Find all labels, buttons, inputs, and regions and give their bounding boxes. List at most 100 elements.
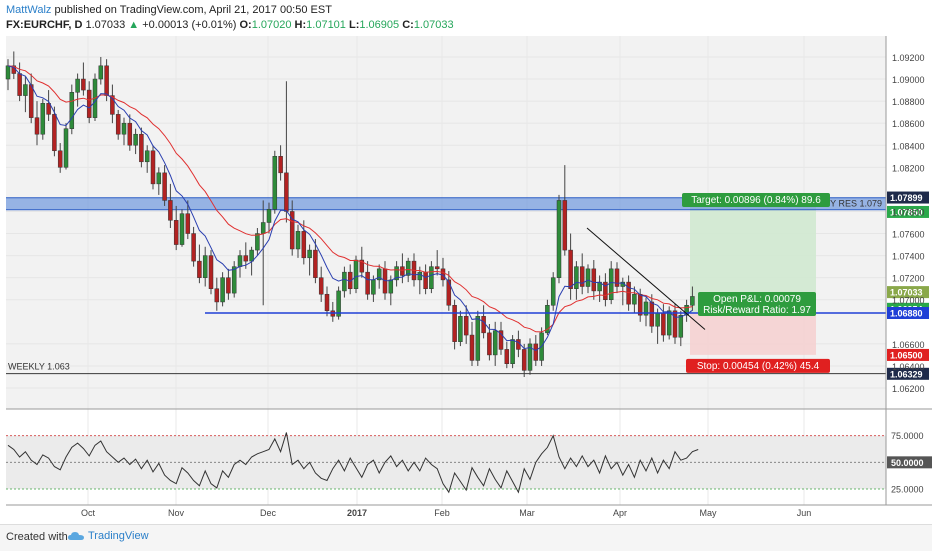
candle-up bbox=[75, 78, 80, 93]
pnl-label-text: Risk/Reward Ratio: 1.97 bbox=[703, 305, 811, 316]
candle-up bbox=[144, 150, 150, 163]
candle-up bbox=[376, 268, 382, 281]
candle-down bbox=[197, 260, 202, 278]
moving-averages bbox=[7, 65, 693, 351]
rsi-line bbox=[7, 432, 699, 494]
candle-down bbox=[110, 95, 115, 115]
price-badge-text: 1.07899 bbox=[890, 193, 923, 203]
candle-down bbox=[127, 122, 133, 146]
price-badge-text: 1.07033 bbox=[890, 288, 923, 298]
candle-up bbox=[5, 65, 11, 80]
low-label: L: bbox=[348, 19, 360, 31]
price-tick-label: 1.08800 bbox=[892, 97, 925, 107]
candle-down bbox=[226, 277, 231, 294]
candle-down bbox=[469, 334, 475, 361]
candle-down bbox=[191, 233, 196, 262]
time-tick-label: Feb bbox=[434, 508, 450, 518]
candle-up bbox=[690, 296, 695, 306]
open-value: 1.07020 bbox=[251, 19, 292, 31]
price-tick-label: 1.09200 bbox=[892, 53, 925, 63]
candle-down bbox=[52, 114, 57, 152]
weekly-resistance-band bbox=[6, 197, 886, 210]
candle-down bbox=[301, 231, 307, 259]
rsi-tick-label: 50.0000 bbox=[891, 458, 924, 468]
candle-up bbox=[643, 301, 649, 316]
pnl-label-text: Open P&L: 0.00079 bbox=[713, 294, 801, 305]
candle-up bbox=[574, 266, 579, 289]
candle-down bbox=[28, 84, 34, 118]
candle-down bbox=[150, 150, 156, 185]
price-tick-label: 1.06600 bbox=[892, 340, 925, 350]
ma-slow-line bbox=[7, 65, 693, 333]
candle-down bbox=[185, 213, 191, 234]
candle-down bbox=[365, 271, 370, 295]
rsi-indicator: 75.0000 50.0000 25.0000 bbox=[6, 431, 932, 495]
price-chart[interactable]: Y RES 1.079 WEEKLY 1.063 Target: 0.00896 (… bbox=[0, 0, 932, 524]
candle-down bbox=[104, 65, 109, 96]
price-badge bbox=[887, 306, 929, 319]
candle-up bbox=[266, 209, 272, 223]
price-badge-text: 1.06329 bbox=[890, 369, 923, 379]
candle-up bbox=[475, 316, 481, 361]
tradingview-brand: TradingView bbox=[88, 530, 149, 542]
symbol-legend: FX:EURCHF, D 1.07033 ▲ +0.00013 (+0.01%)… bbox=[6, 19, 454, 31]
price-badge bbox=[887, 286, 929, 299]
candle-up bbox=[510, 339, 515, 365]
stop-label-text: Stop: 0.00454 (0.42%) 45.4 bbox=[697, 361, 820, 372]
price-tick-label: 1.08400 bbox=[892, 141, 925, 151]
price-tick-label: 1.08600 bbox=[892, 119, 925, 129]
price-badge bbox=[887, 191, 929, 204]
candle-up bbox=[550, 277, 556, 306]
stop-zone bbox=[690, 312, 816, 355]
candle-down bbox=[533, 343, 539, 361]
candle-up bbox=[458, 316, 463, 342]
candle-up bbox=[608, 268, 614, 300]
drawing-tools[interactable]: Y RES 1.079 WEEKLY 1.063 Target: 0.00896 (… bbox=[6, 191, 929, 380]
candle-up bbox=[632, 293, 637, 305]
rsi-tick-label: 75.0000 bbox=[891, 431, 924, 441]
candle-up bbox=[527, 343, 533, 371]
candles bbox=[5, 51, 695, 377]
candle-up bbox=[220, 277, 225, 303]
price-tick-label: 1.07800 bbox=[892, 207, 925, 217]
candle-up bbox=[249, 249, 254, 262]
time-tick-label: Mar bbox=[519, 508, 535, 518]
price-tick-label: 1.08200 bbox=[892, 163, 925, 173]
gridlines bbox=[6, 36, 886, 505]
target-label-box bbox=[682, 192, 830, 207]
candle-down bbox=[446, 279, 452, 306]
candle-down bbox=[243, 255, 249, 262]
candle-down bbox=[278, 156, 283, 174]
time-tick-label: Dec bbox=[260, 508, 277, 518]
candle-up bbox=[342, 271, 347, 292]
last-price: 1.07033 bbox=[85, 19, 126, 31]
price-badge-text: 1.07850 bbox=[890, 207, 923, 217]
candle-down bbox=[661, 312, 666, 336]
candle-up bbox=[336, 290, 341, 317]
candle-up bbox=[23, 84, 28, 96]
price-badge bbox=[887, 205, 929, 218]
candle-up bbox=[133, 133, 138, 146]
weekly-support-label: WEEKLY 1.063 bbox=[8, 362, 70, 372]
candle-up bbox=[417, 271, 423, 281]
tradingview-logo[interactable]: TradingView bbox=[68, 530, 149, 542]
candle-down bbox=[359, 259, 365, 273]
close-label: C: bbox=[402, 19, 414, 31]
candle-up bbox=[63, 128, 69, 168]
open-label: O: bbox=[239, 19, 252, 31]
candle-down bbox=[400, 266, 405, 276]
price-tick-label: 1.09000 bbox=[892, 75, 925, 85]
price-change: +0.00013 (+0.01%) bbox=[142, 19, 237, 31]
footer-bar: Created with TradingView bbox=[0, 524, 932, 551]
created-with-text: Created with bbox=[6, 531, 68, 543]
author-name[interactable]: MattWalz bbox=[6, 4, 52, 16]
candle-down bbox=[318, 277, 324, 295]
candle-up bbox=[295, 231, 301, 250]
up-triangle-icon: ▲ bbox=[128, 19, 140, 31]
candle-up bbox=[255, 233, 260, 251]
price-tick-label: 1.07600 bbox=[892, 230, 925, 240]
candle-up bbox=[69, 92, 75, 129]
publish-text: published on TradingView.com, April 21, … bbox=[54, 4, 332, 16]
symbol-name: FX:EURCHF, D bbox=[6, 19, 83, 31]
candle-down bbox=[162, 172, 167, 201]
